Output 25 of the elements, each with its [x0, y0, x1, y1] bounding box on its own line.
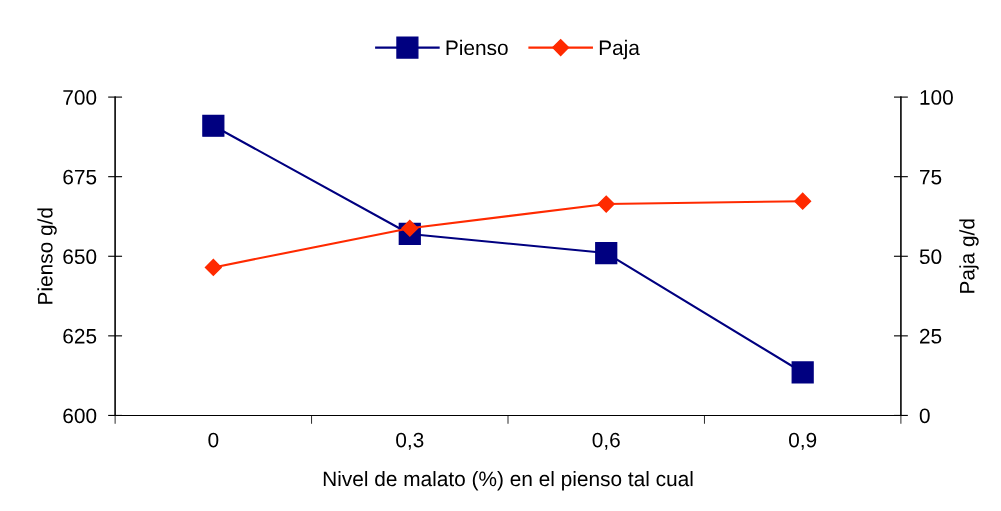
y-tick-label: 625 [63, 328, 97, 344]
y2-tick-label: 0 [919, 408, 930, 424]
y2-axis-title: Paja g/d [959, 219, 979, 293]
y2-tick-label: 75 [920, 169, 942, 185]
legend-label: Paja [599, 39, 640, 60]
y2-tick-label: 100 [920, 90, 953, 105]
point [204, 258, 222, 276]
legend-label: Pienso [446, 39, 508, 56]
x-tick-label: 0,6 [592, 432, 620, 450]
y-axis-title: Pienso g/d [37, 208, 57, 304]
y2-tick-label: 25 [920, 328, 942, 344]
y-tick-label: 675 [63, 169, 97, 185]
point [791, 361, 814, 384]
x-axis-title: Nivel de malato (%) en el pienso tal cual [323, 470, 693, 491]
y2-tick-label: 50 [919, 249, 942, 265]
x-tick-label: 0,9 [789, 432, 817, 450]
point [597, 195, 615, 213]
point [202, 114, 225, 137]
y-tick-label: 600 [63, 408, 97, 424]
point [794, 192, 812, 210]
x-tick-label: 0,3 [396, 432, 424, 450]
point [595, 241, 618, 265]
y-tick-label: 700 [63, 90, 97, 105]
x-tick-label: 0 [208, 432, 219, 448]
y-tick-label: 650 [63, 249, 97, 265]
